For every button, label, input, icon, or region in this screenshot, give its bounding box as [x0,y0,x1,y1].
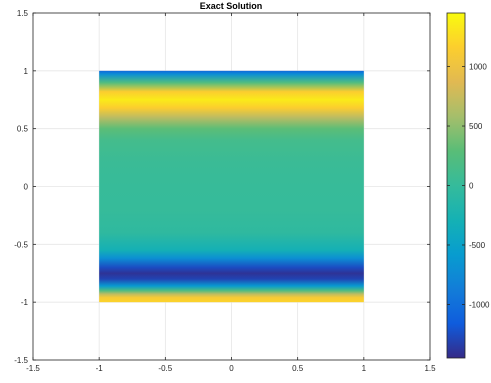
colorbar: 1000 500 0 -500 -1000 [446,12,490,359]
solution-field-surface [99,70,364,303]
y-tick-label: 1 [24,67,29,76]
x-tick-label: -1.5 [26,364,40,373]
colorbar-tick-label: -1000 [469,300,490,309]
colorbar-tick-label: 0 [469,182,474,191]
solution-field [99,70,364,303]
y-tick-label: -1.5 [14,356,28,365]
x-tick-label: -0.5 [158,364,172,373]
x-tick-label: 0 [229,364,234,373]
x-tick-label: 0.5 [292,364,304,373]
chart-title: Exact Solution [200,1,263,11]
y-tick-label: 1.5 [17,9,29,18]
y-tick-label: -1 [21,298,29,307]
colorbar-tick-label: 500 [469,122,483,131]
y-tick-label: 0.5 [17,125,29,134]
colorbar-tick-label: 1000 [469,63,487,72]
x-tick-label: -1 [96,364,104,373]
y-tick-label: 0 [24,183,29,192]
y-tick-label: -0.5 [14,240,28,249]
colorbar-tick-label: -500 [469,241,486,250]
x-tick-label: 1 [362,364,367,373]
x-tick-label: 1.5 [424,364,436,373]
